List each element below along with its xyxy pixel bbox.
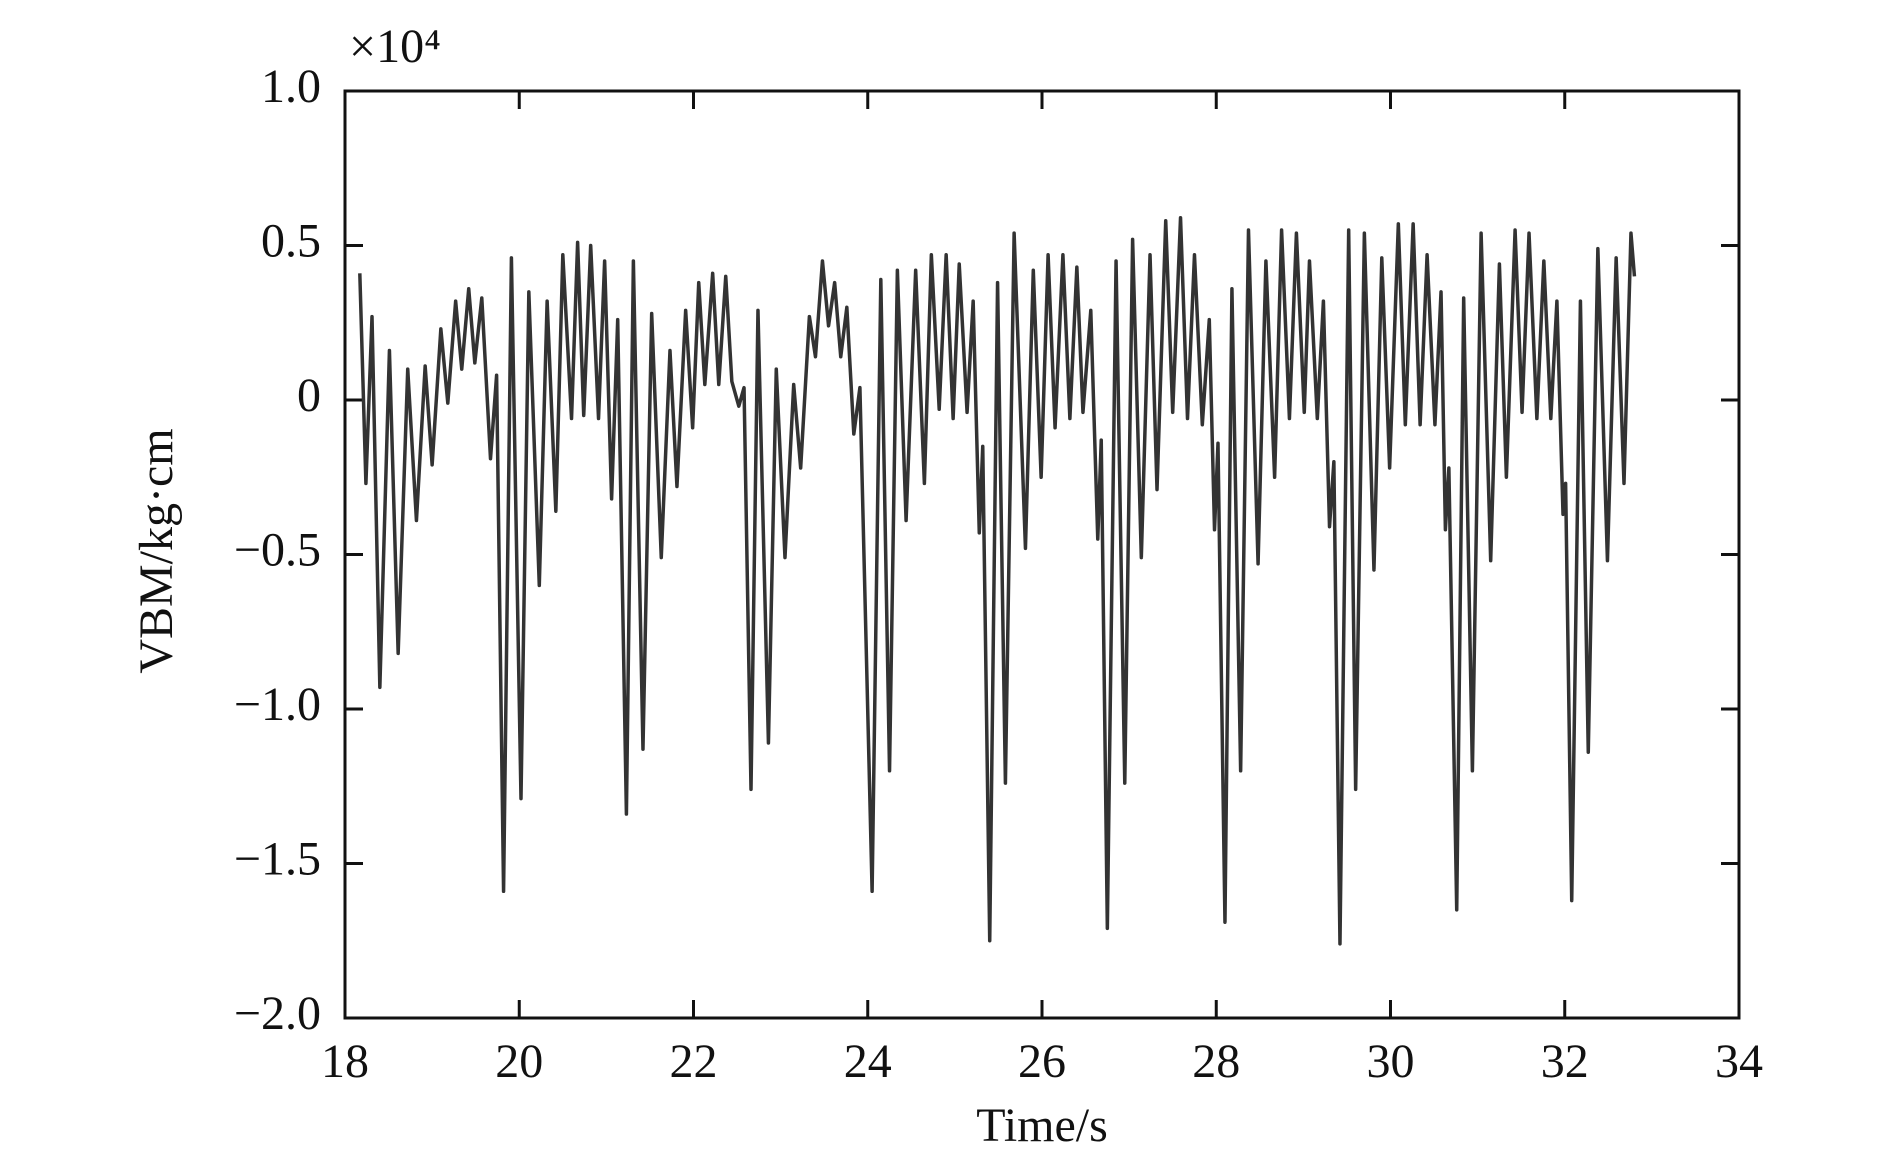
x-tick-label: 34	[1715, 1035, 1763, 1088]
y-axis-label: VBM/kg·cm	[130, 428, 183, 673]
plot-frame	[343, 89, 1741, 1020]
x-tick-label: 30	[1367, 1035, 1415, 1088]
y-tick-label: 0	[297, 369, 321, 422]
y-tick-label: −1.5	[234, 833, 321, 886]
series-line	[358, 215, 1637, 946]
x-axis-label: Time/s	[976, 1099, 1108, 1152]
x-tick-label: 18	[321, 1035, 369, 1088]
x-tick-label: 28	[1192, 1035, 1240, 1088]
x-tick-label: 32	[1541, 1035, 1589, 1088]
x-tick-label: 26	[1018, 1035, 1066, 1088]
x-tick-label: 22	[670, 1035, 718, 1088]
y-tick-label: 0.5	[261, 215, 321, 268]
y-tick-label: −0.5	[234, 524, 321, 577]
y-tick-label: 1.0	[261, 60, 321, 113]
y-tick-label: −2.0	[234, 987, 321, 1040]
x-tick-label: 24	[844, 1035, 892, 1088]
y-multiplier: ×10⁴	[349, 20, 441, 73]
y-tick-label: −1.0	[234, 678, 321, 731]
x-tick-label: 20	[495, 1035, 543, 1088]
